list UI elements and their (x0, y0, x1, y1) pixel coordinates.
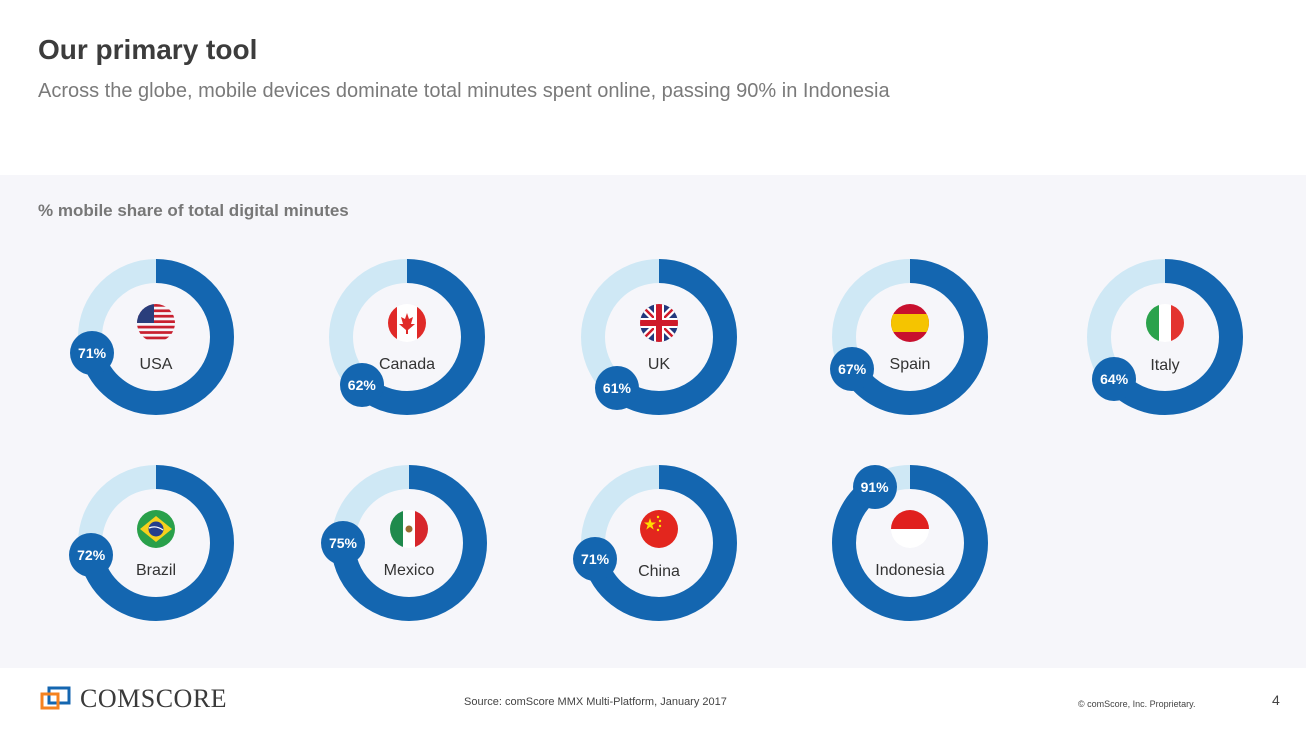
page-subtitle: Across the globe, mobile devices dominat… (38, 80, 890, 102)
country-label: USA (139, 356, 173, 373)
canada-flag-icon (388, 304, 426, 342)
donut-svg (832, 465, 988, 621)
donut-spain: Spain (820, 247, 1000, 427)
comscore-logo: COMSCORE (40, 684, 227, 714)
value-badge: 75% (321, 521, 365, 565)
value-badge: 72% (69, 533, 114, 578)
donut-italy: Italy (1075, 247, 1255, 427)
country-label: Indonesia (875, 562, 945, 579)
country-label: China (638, 563, 680, 580)
donut-mobile-arc (832, 465, 988, 621)
logo-text: COMSCORE (80, 684, 228, 713)
donut-mobile-arc (1087, 259, 1243, 415)
uk-flag-icon (640, 304, 678, 342)
page-title: Our primary tool (38, 34, 258, 65)
value-badge: 64% (1092, 357, 1137, 402)
value-badge: 71% (70, 331, 115, 376)
donut-mobile-arc (78, 465, 234, 621)
italy-flag-icon (1146, 304, 1184, 342)
donut-indonesia: Indonesia (820, 453, 1000, 633)
china-flag-icon (640, 510, 678, 548)
value-badge: 67% (830, 346, 875, 391)
value-badge: 62% (339, 363, 384, 408)
brazil-flag-icon (137, 510, 175, 548)
donut-mobile-arc (832, 259, 988, 415)
spain-flag-icon (891, 304, 929, 342)
value-badge: 71% (573, 537, 618, 582)
donut-mobile-arc (581, 259, 737, 415)
donut-svg (832, 259, 988, 415)
page-number: 4 (1272, 692, 1280, 708)
country-label: UK (647, 356, 671, 373)
source-note: Source: comScore MMX Multi-Platform, Jan… (464, 696, 727, 708)
mexico-flag-icon (390, 510, 428, 548)
donut-uk: UK (569, 247, 749, 427)
donut-svg (1087, 259, 1243, 415)
donut-mobile-arc (78, 259, 234, 415)
comscore-logo-icon (40, 686, 71, 710)
donut-svg (581, 259, 737, 415)
donut-canada: Canada (317, 247, 497, 427)
indonesia-flag-icon (891, 510, 929, 548)
chart-title: % mobile share of total digital minutes (38, 201, 349, 220)
country-label: Spain (889, 356, 931, 373)
donut-mobile-arc (329, 259, 485, 415)
value-badge: 61% (594, 365, 639, 410)
value-badge: 91% (852, 465, 897, 510)
country-label: Brazil (135, 562, 176, 579)
country-label: Mexico (383, 562, 435, 579)
donut-svg (329, 259, 485, 415)
usa-flag-icon (137, 304, 175, 342)
copyright-note: © comScore, Inc. Proprietary. (1078, 699, 1196, 709)
country-label: Italy (1150, 357, 1180, 374)
donut-mobile-arc (581, 465, 737, 621)
country-label: Canada (378, 356, 436, 373)
